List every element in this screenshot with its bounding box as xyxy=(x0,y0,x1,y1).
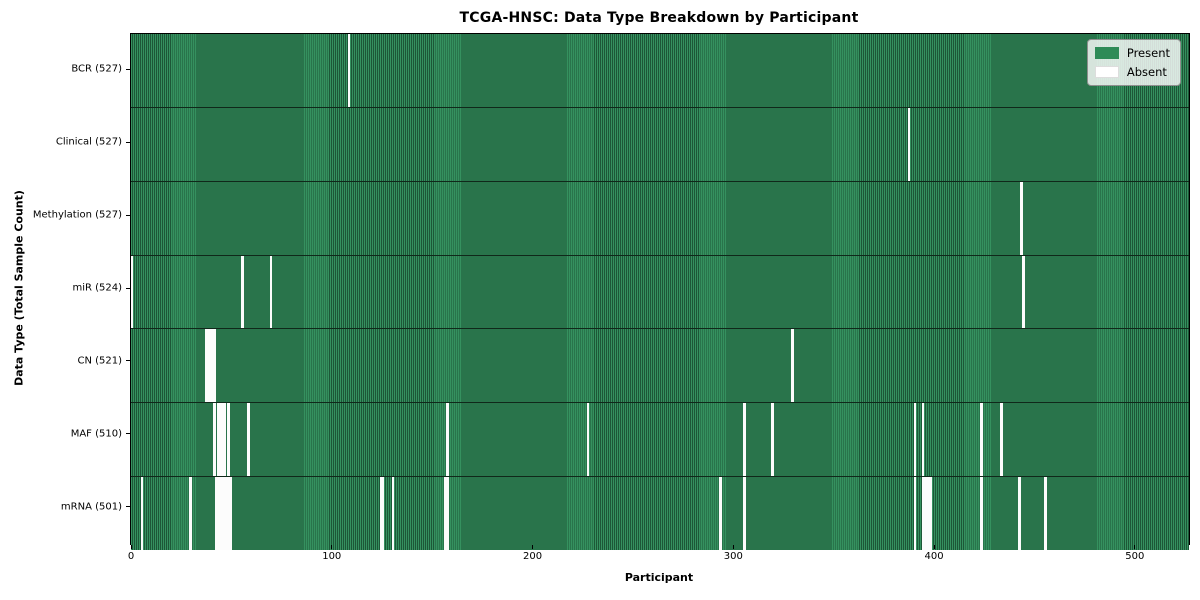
absent-gap xyxy=(446,477,449,550)
absent-gap xyxy=(1000,403,1003,477)
absent-gap xyxy=(209,329,212,403)
absent-gap xyxy=(928,477,931,550)
x-tick-mark xyxy=(1134,545,1136,549)
absent-gap xyxy=(980,477,983,550)
absent-gap xyxy=(219,403,222,477)
absent-gap xyxy=(921,403,925,477)
absent-gap xyxy=(347,34,351,107)
x-tick-mark xyxy=(732,545,734,549)
absent-gap xyxy=(719,477,722,550)
legend-label-present: Present xyxy=(1126,46,1170,60)
y-tick-mark xyxy=(126,287,130,289)
x-tick-label: 300 xyxy=(723,551,743,562)
absent-gap xyxy=(223,477,226,550)
absent-gap xyxy=(247,403,250,477)
absent-gap xyxy=(771,403,774,477)
y-tick-label: Clinical (527) xyxy=(55,136,122,148)
absent-gap xyxy=(913,477,917,550)
absent-gap xyxy=(227,477,230,550)
y-tick-label: Methylation (527) xyxy=(32,209,122,221)
absent-gap xyxy=(913,403,917,477)
x-tick-mark xyxy=(933,545,935,549)
absent-gap xyxy=(381,477,385,550)
absent-swatch-icon xyxy=(1094,66,1119,78)
x-tick-mark xyxy=(331,545,333,549)
y-tick-label: CN (521) xyxy=(77,355,122,367)
legend-label-absent: Absent xyxy=(1126,65,1167,79)
absent-gap xyxy=(141,477,144,550)
absent-gap xyxy=(446,403,449,477)
absent-gap xyxy=(217,403,220,477)
absent-gap xyxy=(221,403,224,477)
y-tick-mark xyxy=(126,506,130,508)
heatmap-row-cn xyxy=(131,329,1189,404)
legend: Present Absent xyxy=(1086,39,1181,86)
legend-item-absent: Absent xyxy=(1094,65,1170,79)
absent-gap xyxy=(1022,255,1025,329)
present-swatch-icon xyxy=(1094,47,1119,59)
absent-gap xyxy=(743,403,746,477)
x-tick-label: 200 xyxy=(522,551,543,562)
absent-gap xyxy=(213,329,216,403)
absent-gap xyxy=(980,403,983,477)
absent-gap xyxy=(1018,477,1021,550)
absent-gap xyxy=(379,477,383,550)
absent-gap xyxy=(219,477,222,550)
y-tick-mark xyxy=(126,433,130,435)
absent-gap xyxy=(743,477,746,550)
x-tick-mark xyxy=(532,545,534,549)
absent-gap xyxy=(221,477,224,550)
absent-gap xyxy=(205,329,208,403)
x-tick-label: 100 xyxy=(322,551,342,562)
absent-gap xyxy=(217,477,220,550)
absent-gap xyxy=(225,477,228,550)
absent-gap xyxy=(189,477,192,550)
chart-title: TCGA-HNSC: Data Type Breakdown by Partic… xyxy=(459,10,859,26)
absent-gap xyxy=(241,255,244,329)
y-tick-mark xyxy=(126,68,130,70)
heatmap-row-mrna xyxy=(131,477,1189,550)
absent-gap xyxy=(391,477,395,550)
absent-gap xyxy=(207,329,210,403)
heatmap-row-mir xyxy=(131,255,1189,330)
absent-gap xyxy=(269,255,272,329)
absent-gap xyxy=(1020,181,1023,255)
absent-gap xyxy=(211,329,214,403)
absent-gap xyxy=(930,477,933,550)
heatmap-row-bcr xyxy=(131,34,1189,108)
y-tick-label: MAF (510) xyxy=(70,428,122,440)
y-tick-label: BCR (527) xyxy=(71,63,122,75)
absent-gap xyxy=(907,107,911,181)
absent-gap xyxy=(923,477,927,550)
absent-gap xyxy=(229,477,232,550)
legend-item-present: Present xyxy=(1094,46,1170,60)
absent-gap xyxy=(215,477,218,550)
heatmap-row-clinical xyxy=(131,107,1189,182)
x-axis-label: Participant xyxy=(624,571,694,584)
absent-gap xyxy=(444,477,447,550)
absent-gap xyxy=(1044,477,1047,550)
heatmap-row-methylation xyxy=(131,181,1189,256)
plot-area xyxy=(130,33,1190,550)
absent-gap xyxy=(213,403,216,477)
absent-gap xyxy=(791,329,794,403)
heatmap-row-maf xyxy=(131,403,1189,478)
absent-gap xyxy=(227,403,230,477)
y-tick-mark xyxy=(126,214,130,216)
absent-gap xyxy=(131,255,134,329)
absent-gap xyxy=(926,477,929,550)
x-tick-label: 0 xyxy=(127,551,135,562)
y-tick-mark xyxy=(126,141,130,143)
y-tick-label: mRNA (501) xyxy=(60,501,122,513)
x-tick-label: 400 xyxy=(924,551,944,562)
y-tick-label: miR (524) xyxy=(72,282,122,294)
absent-gap xyxy=(921,477,925,550)
y-tick-mark xyxy=(126,360,130,362)
x-tick-label: 500 xyxy=(1125,551,1145,562)
absent-gap xyxy=(586,403,590,477)
absent-gap xyxy=(223,403,226,477)
x-tick-mark xyxy=(130,545,132,549)
